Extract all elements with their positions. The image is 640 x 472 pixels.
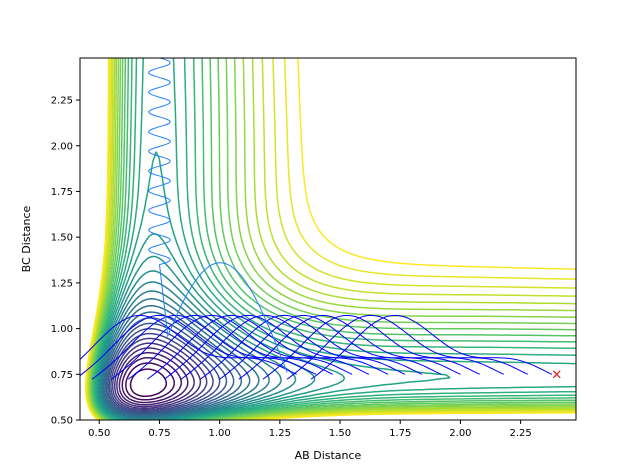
trajectory-line <box>200 314 442 380</box>
marker-stroke <box>552 370 561 379</box>
contour-line <box>101 298 260 419</box>
contour-lines <box>84 58 576 420</box>
trajectory-line <box>148 58 288 373</box>
trajectory-line <box>180 314 423 380</box>
trajectory-line <box>164 314 406 380</box>
trajectory-line <box>238 314 480 380</box>
x-axis-label: AB Distance <box>295 449 362 462</box>
trajectory-lines <box>80 58 553 380</box>
y-tick-label: 0.50 <box>51 416 73 427</box>
x-tick-label: 2.00 <box>449 428 471 439</box>
plot-frame <box>79 57 577 421</box>
contour-line <box>118 351 189 406</box>
contour-line <box>99 281 282 420</box>
x-axis: 0.50 0.75 1.00 1.25 1.50 1.75 2.00 2.25 <box>88 420 532 439</box>
trajectory-line <box>127 314 370 380</box>
contour-line <box>116 347 195 408</box>
contour-line <box>100 290 270 420</box>
contour-line <box>121 356 183 404</box>
contour-line <box>111 337 208 411</box>
contour-line <box>94 58 576 420</box>
trajectory-line <box>80 314 317 377</box>
contour-line <box>84 58 576 420</box>
trajectory-line <box>219 314 461 380</box>
contour-line <box>97 255 316 420</box>
y-tick-label: 1.75 <box>51 187 73 198</box>
trajectory-line <box>262 314 505 380</box>
x-tick-label: 1.00 <box>209 428 231 439</box>
end-marker <box>552 370 561 379</box>
trajectory-line <box>310 314 553 380</box>
trajectory-line <box>286 314 529 380</box>
contour-line <box>108 327 221 414</box>
y-tick-label: 1.00 <box>51 324 73 335</box>
y-axis-label: BC Distance <box>20 205 33 272</box>
x-tick-label: 1.25 <box>269 428 291 439</box>
contour-line <box>105 317 235 416</box>
y-tick-label: 2.00 <box>51 141 73 152</box>
y-tick-label: 2.25 <box>51 96 73 107</box>
y-tick-label: 1.25 <box>51 278 73 289</box>
contour-line <box>129 368 168 398</box>
contour-line <box>106 322 228 415</box>
contour-line <box>104 311 243 417</box>
contour-line <box>125 362 176 401</box>
x-tick-label: 0.50 <box>88 428 110 439</box>
trajectory-line <box>111 314 353 380</box>
y-tick-label: 1.50 <box>51 233 73 244</box>
contour-line <box>95 151 451 420</box>
y-tick-label: 0.75 <box>51 370 73 381</box>
x-tick-label: 0.75 <box>148 428 170 439</box>
contour-line <box>92 58 576 420</box>
contour-line <box>96 233 346 420</box>
x-tick-label: 2.25 <box>509 428 531 439</box>
x-tick-label: 1.50 <box>329 428 351 439</box>
contour-line <box>113 342 202 410</box>
trajectory-line <box>147 314 389 380</box>
trajectory-line <box>80 314 297 375</box>
trajectory-line <box>91 314 334 380</box>
x-tick-label: 1.75 <box>389 428 411 439</box>
contour-line <box>91 58 576 420</box>
y-axis: 0.50 0.75 1.00 1.25 1.50 1.75 2.00 2.25 <box>51 96 80 427</box>
